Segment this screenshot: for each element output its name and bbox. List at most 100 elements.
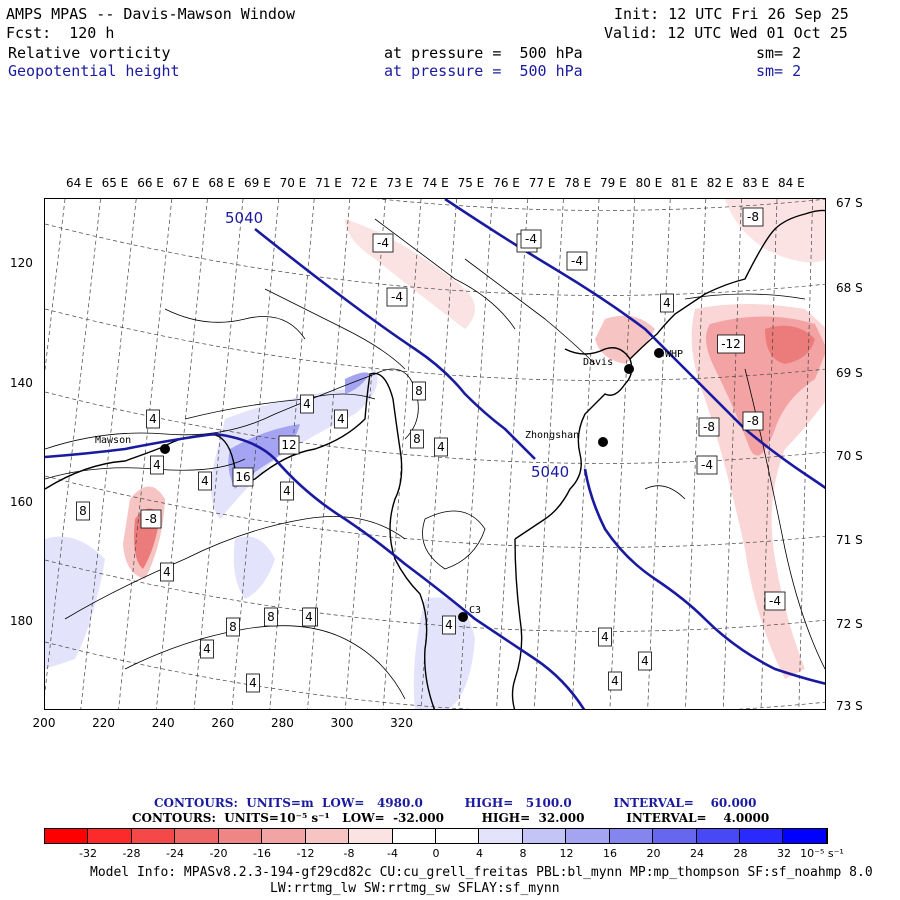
vorticity-negative-area: [595, 315, 655, 364]
vorticity-label: 4: [638, 651, 652, 671]
meridian-line: [156, 199, 208, 709]
meridian-line: [760, 199, 778, 709]
colorbar-swatch: [262, 829, 306, 843]
meridian-line: [798, 199, 813, 709]
vorticity-label: 4: [246, 673, 260, 693]
colorbar-swatch: [45, 829, 89, 843]
station-marker: [598, 437, 608, 447]
x-tick-label: 260: [211, 716, 235, 730]
colorbar-label: 24: [690, 847, 704, 860]
colorbar-swatch: [88, 829, 132, 843]
vorticity-label: -8: [140, 509, 162, 529]
svg-text:-4: -4: [391, 290, 403, 304]
svg-text:4: 4: [663, 296, 671, 310]
meridian-line: [80, 199, 137, 709]
longitude-label: 72 E: [350, 176, 378, 190]
svg-text:-4: -4: [571, 254, 583, 268]
longitude-label: 65 E: [101, 176, 129, 190]
height-label: 5040: [225, 209, 263, 227]
vorticity-label: -4: [764, 591, 786, 611]
vorticity-label: 4: [598, 627, 612, 647]
vorticity-label: 4: [160, 562, 174, 582]
model-info-line1: Model Info: MPASv8.2.3-194-gf29cd82c CU:…: [90, 865, 873, 880]
vorticity-label: 16: [232, 467, 254, 487]
latitude-label: 67 S: [836, 196, 863, 210]
vorticity-label: 8: [264, 607, 278, 627]
height-contour-labels: 5040 5040: [225, 209, 569, 481]
station-whp[interactable]: WHP: [654, 348, 683, 360]
latitude-line: [45, 308, 825, 381]
svg-text:4: 4: [303, 397, 311, 411]
vorticity-label: -8: [742, 411, 764, 431]
longitude-label: 84 E: [778, 176, 805, 190]
vorticity-label: -4: [372, 233, 394, 253]
vorticity-label: 12: [278, 435, 300, 455]
colorbar-label: -24: [166, 847, 184, 860]
station-zhongshan[interactable]: Zhongshan: [525, 430, 608, 447]
colorbar-label: 20: [646, 847, 661, 860]
colorbar-swatch: [479, 829, 523, 843]
longitude-label: 70 E: [279, 176, 307, 190]
colorbar-swatch: [740, 829, 784, 843]
svg-text:4: 4: [203, 642, 211, 656]
svg-text:-8: -8: [747, 210, 759, 224]
meridian-line: [193, 199, 244, 709]
longitude-label: 80 E: [635, 176, 663, 190]
valid-time: Valid: 12 UTC Wed 01 Oct 25: [604, 24, 848, 42]
colorbar-swatch: [392, 829, 436, 843]
colorbar-label: 12: [559, 847, 574, 860]
meridian-line: [533, 199, 564, 709]
y-tick-label: 180: [10, 614, 33, 628]
svg-text:4: 4: [153, 458, 161, 472]
height-contour-5040: [45, 432, 586, 709]
svg-text:4: 4: [249, 676, 257, 690]
longitude-label: 71 E: [315, 176, 342, 190]
longitude-label: 79 E: [600, 176, 627, 190]
vorticity-contour-labels: -4 -4 -4 -4 4 -8 -12 -8 -8 -4 -4 4 4 4 4 4 8 4 12 4 4 16 4 8 -8 4…: [76, 207, 786, 693]
svg-text:4: 4: [305, 610, 313, 624]
station-davis[interactable]: Davis: [583, 357, 634, 374]
latitude-line: [45, 223, 825, 296]
vorticity-label: 4: [660, 293, 674, 313]
svg-text:4: 4: [283, 484, 291, 498]
meridian-line: [647, 199, 671, 709]
svg-text:4: 4: [437, 440, 445, 454]
longitude-label: 69 E: [244, 176, 271, 190]
vorticity-label: -4: [520, 229, 542, 249]
colorbar-label: 16: [603, 847, 617, 860]
station-label: Mawson: [95, 435, 131, 446]
colorbar-swatch: [349, 829, 393, 843]
height-contour-5040-east2: [444, 199, 825, 490]
vorticity-label: 4: [150, 455, 164, 475]
meridian-line: [118, 199, 173, 709]
latitude-line: [377, 199, 825, 211]
colorbar-swatch: [566, 829, 610, 843]
latitude-label: 71 S: [836, 533, 863, 547]
colorbar-label: -20: [209, 847, 228, 860]
svg-text:4: 4: [337, 412, 345, 426]
longitude-label: 76 E: [493, 176, 520, 190]
x-tick-label: 280: [270, 716, 294, 730]
svg-text:4: 4: [149, 412, 157, 426]
latitude-line: [45, 475, 825, 548]
field2-smoothing: sm= 2: [756, 62, 802, 80]
longitude-label: 82 E: [706, 176, 734, 190]
colorbar-label: 4: [476, 847, 483, 860]
svg-text:4: 4: [641, 654, 649, 668]
svg-text:4: 4: [163, 565, 171, 579]
x-tick-label: 220: [92, 716, 116, 730]
map-panel[interactable]: Mawson Davis WHP Zhongshan C3 -4 -4 -4 -4 4 -8 -12…: [44, 198, 826, 710]
vorticity-label: 4: [302, 607, 316, 627]
vorticity-label: -8: [698, 417, 720, 437]
station-mawson[interactable]: Mawson: [95, 435, 170, 454]
height-label: 5040: [531, 463, 569, 481]
svg-text:-4: -4: [769, 594, 781, 608]
field1-smoothing: sm= 2: [756, 44, 802, 62]
svg-text:-4: -4: [377, 236, 389, 250]
station-c3[interactable]: C3: [458, 605, 481, 622]
colorbar-swatch: [218, 829, 263, 843]
svg-text:-8: -8: [703, 420, 715, 434]
vorticity-label: 4: [334, 409, 348, 429]
x-tick-label: 300: [330, 716, 354, 730]
vorticity-label: 4: [198, 471, 212, 491]
